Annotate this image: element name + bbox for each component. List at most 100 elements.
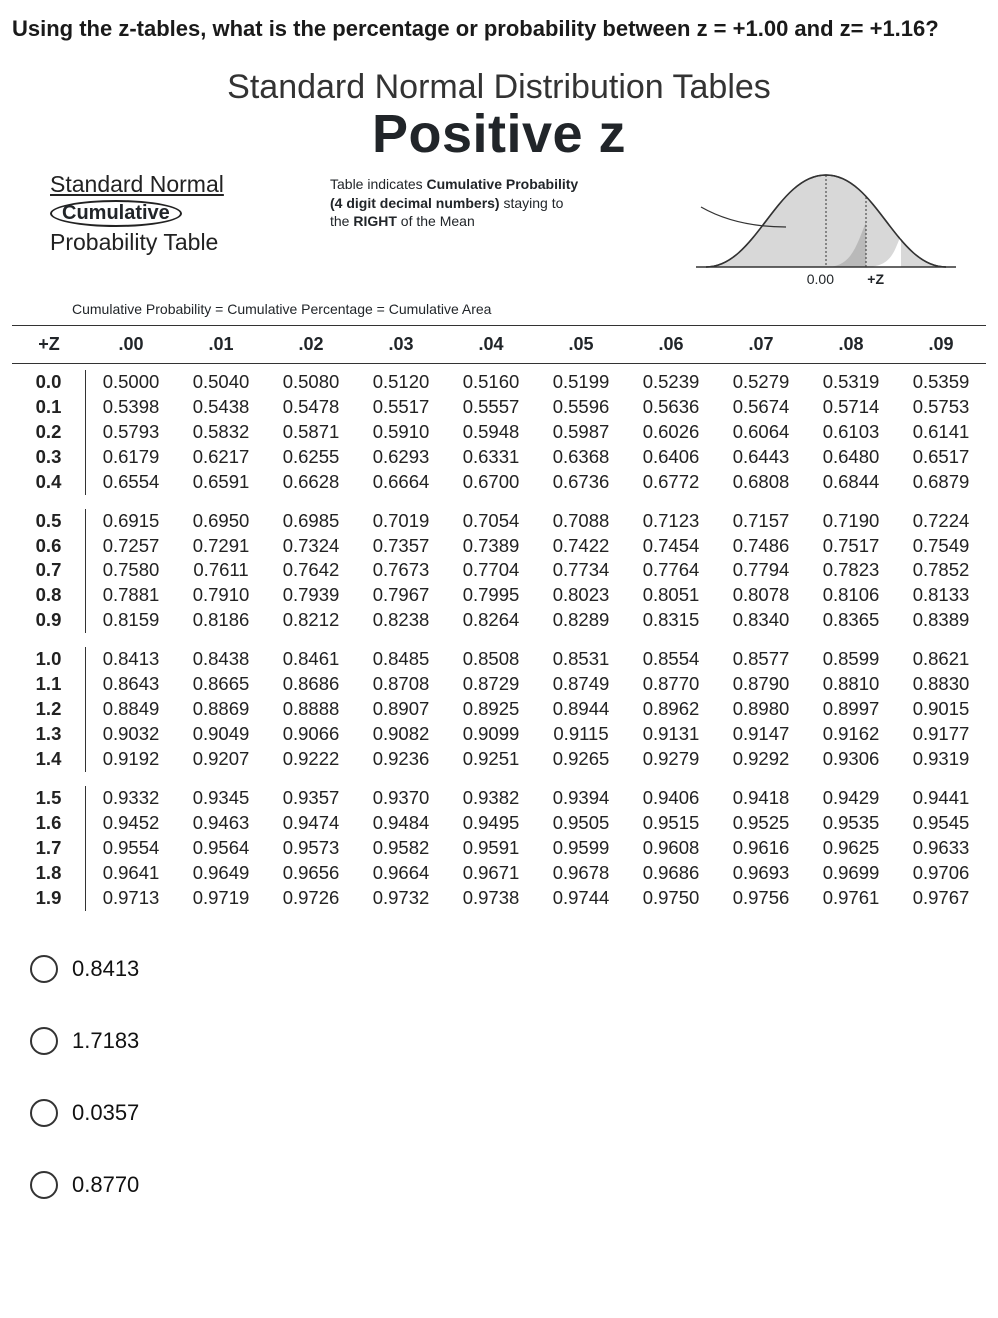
radio-icon[interactable] (30, 1171, 58, 1199)
table-cell: 0.8461 (266, 647, 356, 672)
table-cell: 0.5557 (446, 395, 536, 420)
z-header-row: +Z .00.01.02.03.04.05.06.07.08.09 (12, 325, 986, 364)
table-cell: 0.7190 (806, 509, 896, 534)
col-header: .08 (806, 334, 896, 355)
left-block: Standard Normal Cumulative Probability T… (50, 171, 310, 256)
table-cell: 0.5398 (86, 395, 176, 420)
table-cell: 0.9625 (806, 836, 896, 861)
z-data-area: 0.00.50000.50400.50800.51200.51600.51990… (12, 364, 986, 911)
table-cell: 0.6950 (176, 509, 266, 534)
table-cell: 0.7734 (536, 558, 626, 583)
answer-option[interactable]: 0.8413 (30, 955, 986, 983)
table-cell: 0.5040 (176, 370, 266, 395)
table-cell: 0.9236 (356, 747, 446, 772)
table-cell: 0.8485 (356, 647, 446, 672)
table-row: 0.80.78810.79100.79390.79670.79950.80230… (12, 583, 986, 608)
table-cell: 0.7673 (356, 558, 446, 583)
table-cell: 0.8665 (176, 672, 266, 697)
table-cell: 0.6772 (626, 470, 716, 495)
table-cell: 0.9671 (446, 861, 536, 886)
row-label: 0.0 (12, 370, 86, 395)
table-cell: 0.7454 (626, 534, 716, 559)
table-cell: 0.9525 (716, 811, 806, 836)
table-cell: 0.5517 (356, 395, 446, 420)
table-cell: 0.9452 (86, 811, 176, 836)
table-row: 1.00.84130.84380.84610.84850.85080.85310… (12, 647, 986, 672)
answer-option[interactable]: 0.0357 (30, 1099, 986, 1127)
row-label: 0.1 (12, 395, 86, 420)
table-cell: 0.8554 (626, 647, 716, 672)
table-row: 0.00.50000.50400.50800.51200.51600.51990… (12, 370, 986, 395)
table-cell: 0.9382 (446, 786, 536, 811)
table-cell: 0.9756 (716, 886, 806, 911)
table-cell: 0.6480 (806, 445, 896, 470)
table-cell: 0.6554 (86, 470, 176, 495)
tables-title: Standard Normal Distribution Tables (12, 68, 986, 107)
table-cell: 0.9306 (806, 747, 896, 772)
table-cell: 0.9441 (896, 786, 986, 811)
radio-icon[interactable] (30, 1027, 58, 1055)
answer-text: 0.0357 (72, 1100, 139, 1126)
table-cell: 0.5478 (266, 395, 356, 420)
table-row: 0.90.81590.81860.82120.82380.82640.82890… (12, 608, 986, 633)
table-cell: 0.8888 (266, 697, 356, 722)
table-cell: 0.6141 (896, 420, 986, 445)
table-cell: 0.8023 (536, 583, 626, 608)
table-cell: 0.7881 (86, 583, 176, 608)
table-cell: 0.8212 (266, 608, 356, 633)
table-row: 1.90.97130.97190.97260.97320.97380.97440… (12, 886, 986, 911)
table-cell: 0.7939 (266, 583, 356, 608)
table-cell: 0.6179 (86, 445, 176, 470)
table-row: 0.30.61790.62170.62550.62930.63310.63680… (12, 445, 986, 470)
row-label: 1.9 (12, 886, 86, 911)
table-cell: 0.8133 (896, 583, 986, 608)
table-cell: 0.5832 (176, 420, 266, 445)
table-cell: 0.9767 (896, 886, 986, 911)
table-cell: 0.5319 (806, 370, 896, 395)
table-cell: 0.9582 (356, 836, 446, 861)
row-label: 0.2 (12, 420, 86, 445)
table-cell: 0.9649 (176, 861, 266, 886)
table-cell: 0.9608 (626, 836, 716, 861)
row-label: 1.8 (12, 861, 86, 886)
table-cell: 0.5199 (536, 370, 626, 395)
row-label: 0.4 (12, 470, 86, 495)
table-cell: 0.8869 (176, 697, 266, 722)
table-cell: 0.6591 (176, 470, 266, 495)
table-cell: 0.6217 (176, 445, 266, 470)
col-header: .05 (536, 334, 626, 355)
table-cell: 0.9554 (86, 836, 176, 861)
table-cell: 0.9066 (266, 722, 356, 747)
table-cell: 0.9750 (626, 886, 716, 911)
curve-plusz-label: +Z (867, 271, 884, 287)
table-cell: 0.9761 (806, 886, 896, 911)
table-cell: 0.8078 (716, 583, 806, 608)
answer-list: 0.8413 1.7183 0.0357 0.8770 (12, 955, 986, 1199)
table-cell: 0.8106 (806, 583, 896, 608)
table-cell: 0.5000 (86, 370, 176, 395)
table-cell: 0.9678 (536, 861, 626, 886)
table-cell: 0.9573 (266, 836, 356, 861)
table-cell: 0.7123 (626, 509, 716, 534)
table-cell: 0.7291 (176, 534, 266, 559)
table-row: 1.50.93320.93450.93570.93700.93820.93940… (12, 786, 986, 811)
table-row: 1.30.90320.90490.90660.90820.90990.91150… (12, 722, 986, 747)
answer-option[interactable]: 1.7183 (30, 1027, 986, 1055)
table-row: 1.40.91920.92070.92220.92360.92510.92650… (12, 747, 986, 772)
table-row: 0.20.57930.58320.58710.59100.59480.59870… (12, 420, 986, 445)
radio-icon[interactable] (30, 1099, 58, 1127)
col-header: .01 (176, 334, 266, 355)
row-label: 0.6 (12, 534, 86, 559)
table-cell: 0.6736 (536, 470, 626, 495)
data-group: 1.00.84130.84380.84610.84850.85080.85310… (12, 647, 986, 772)
table-cell: 0.5438 (176, 395, 266, 420)
table-cell: 0.7517 (806, 534, 896, 559)
table-cell: 0.9082 (356, 722, 446, 747)
answer-option[interactable]: 0.8770 (30, 1171, 986, 1199)
table-cell: 0.9131 (626, 722, 716, 747)
radio-icon[interactable] (30, 955, 58, 983)
table-cell: 0.8849 (86, 697, 176, 722)
table-cell: 0.8051 (626, 583, 716, 608)
row-label: 1.0 (12, 647, 86, 672)
curve-block: 0.00 +Z (660, 171, 956, 291)
